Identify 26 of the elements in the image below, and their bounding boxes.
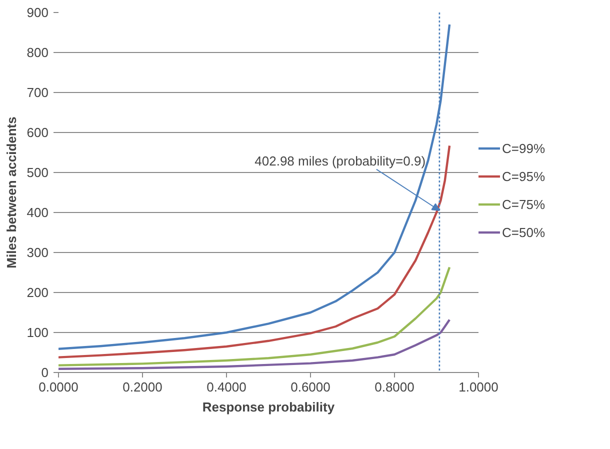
x-axis-title: Response probability (202, 400, 336, 414)
y-tick-label: 0 (41, 365, 49, 380)
y-tick-label: 600 (26, 125, 49, 140)
x-tick-label: 1.0000 (458, 380, 498, 394)
x-tick-label: 0.0000 (38, 380, 78, 394)
y-tick-label: 200 (26, 285, 49, 300)
y-axis-title: Miles between accidents (4, 116, 19, 268)
line-series (58, 266, 451, 366)
line-series (58, 318, 451, 370)
x-tick-label: 0.4000 (206, 380, 246, 394)
y-tick-label: 100 (26, 325, 49, 340)
y-tick-label: 300 (26, 245, 49, 260)
legend-label: C=50% (502, 224, 545, 240)
y-tick-label: 500 (26, 165, 49, 180)
x-tick-label: 0.6000 (290, 380, 330, 394)
legend-label: C=95% (502, 168, 545, 184)
y-tick-label: 800 (26, 45, 49, 60)
y-tick-label: 900 (26, 5, 49, 20)
y-tick-label: 700 (26, 85, 49, 100)
annotation: 402.98 miles (probability=0.9) (254, 154, 426, 168)
legend-label: C=99% (502, 140, 545, 156)
x-tick-label: 0.2000 (122, 380, 162, 394)
x-tick-label: 0.8000 (374, 380, 414, 394)
line-series (58, 144, 451, 358)
legend-label: C=75% (502, 196, 545, 212)
y-tick-label: 400 (26, 205, 49, 220)
